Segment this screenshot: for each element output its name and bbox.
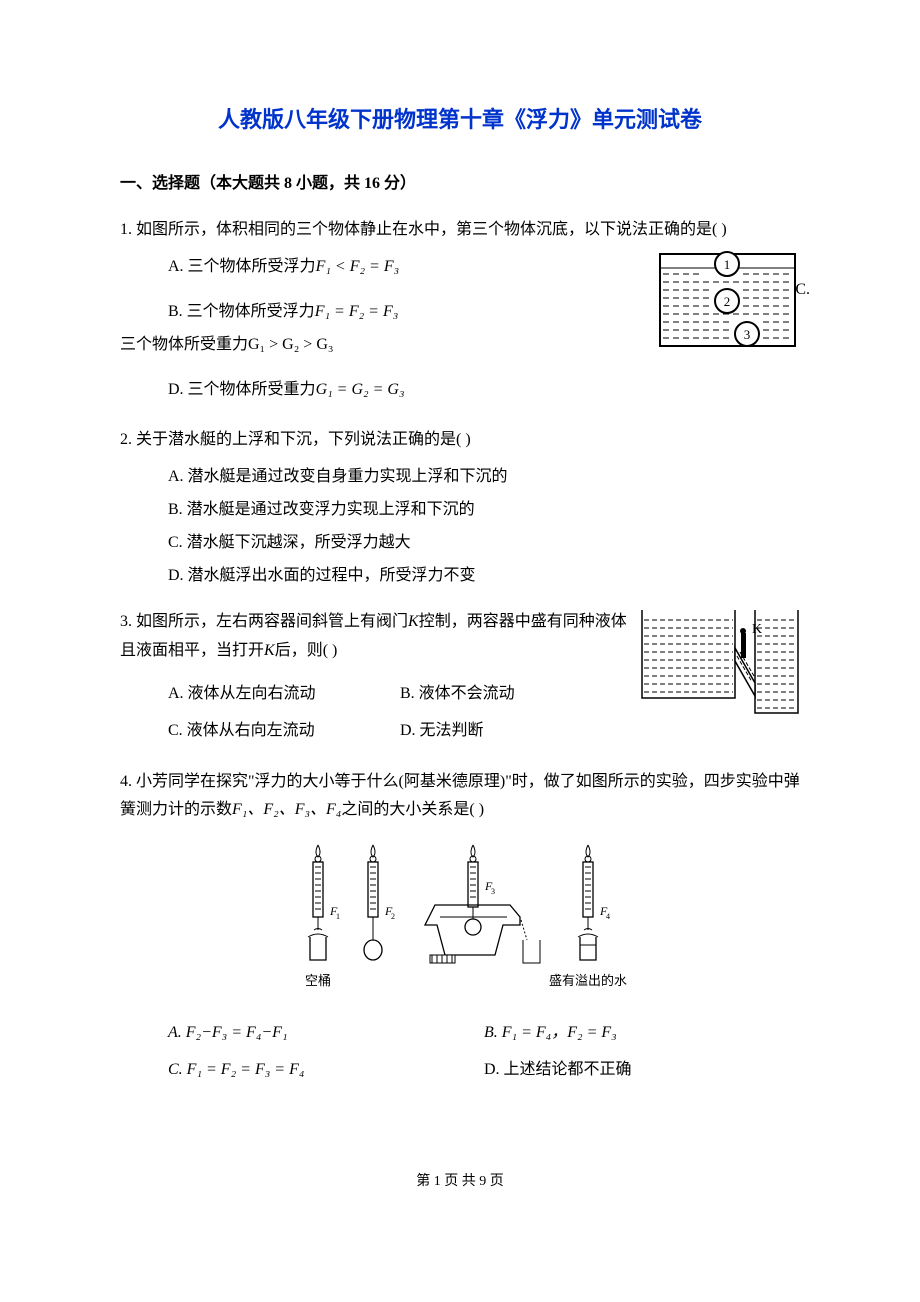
question-4: 4. 小芳同学在探究"浮力的大小等于什么(阿基米德原理)"时，做了如图所示的实验… [120, 768, 800, 1089]
q4-label-left: 空桶 [305, 973, 331, 988]
q1-stem: 1. 如图所示，体积相同的三个物体静止在水中，第三个物体沉底，以下说法正确的是(… [120, 216, 800, 245]
section-1-header: 一、选择题（本大题共 8 小题，共 16 分） [120, 170, 800, 199]
question-2: 2. 关于潜水艇的上浮和下沉，下列说法正确的是( ) A. 潜水艇是通过改变自身… [120, 426, 800, 590]
q3-stem-k2: K [264, 642, 275, 659]
q3-stem-p3: 后，则( ) [275, 642, 338, 659]
q4-figure: F 1 空桶 F 2 [120, 840, 800, 1000]
q4-option-c: C. F₁ = F₂ = F₃ = F₄ [168, 1056, 484, 1085]
q1-optD-text: D. 三个物体所受重力 [168, 381, 316, 398]
svg-text:2: 2 [391, 912, 395, 921]
question-1: 1 2 3 1. 如图所示，体积相同的三个物体静止在水中，第三个物体沉底，以下说… [120, 216, 800, 408]
q2-option-b: B. 潜水艇是通过改变浮力实现上浮和下沉的 [168, 496, 800, 525]
q2-stem: 2. 关于潜水艇的上浮和下沉，下列说法正确的是( ) [120, 426, 800, 455]
page-footer: 第 1 页 共 9 页 [120, 1169, 800, 1194]
q1-optA-text: A. 三个物体所受浮力 [168, 258, 316, 275]
svg-text:1: 1 [724, 257, 731, 272]
q3-stem-p1: 3. 如图所示，左右两容器间斜管上有阀门 [120, 613, 408, 630]
q3-figure: K [640, 608, 800, 718]
q1-option-d: D. 三个物体所受重力G₁ = G₂ = G₃ [168, 376, 800, 405]
q2-option-d: D. 潜水艇浮出水面的过程中，所受浮力不变 [168, 562, 800, 591]
q2-option-c: C. 潜水艇下沉越深，所受浮力越大 [168, 529, 800, 558]
svg-text:4: 4 [606, 912, 610, 921]
q4-stem: 4. 小芳同学在探究"浮力的大小等于什么(阿基米德原理)"时，做了如图所示的实验… [120, 768, 800, 826]
q3-stem-k: K [408, 613, 419, 630]
q4-option-b: B. F₁ = F₄，F₂ = F₃ [484, 1019, 800, 1048]
q1-optA-math: F₁ < F₂ = F₃ [316, 258, 400, 275]
q2-option-a: A. 潜水艇是通过改变自身重力实现上浮和下沉的 [168, 463, 800, 492]
q1-optB-math: F₁ = F₂ = F₃ [315, 303, 399, 320]
svg-text:1: 1 [336, 912, 340, 921]
q1-optC-tail: C. [795, 276, 810, 305]
page-title: 人教版八年级下册物理第十章《浮力》单元测试卷 [120, 100, 800, 140]
q4-option-a: A. F₂−F₃ = F₄−F₁ [168, 1019, 484, 1048]
q3-option-d: D. 无法判断 [400, 717, 632, 746]
q4-stem-f: F₁、F₂、F₃、F₄ [232, 801, 341, 818]
k-label: K [752, 622, 762, 637]
q1-optB-text: B. 三个物体所受浮力 [168, 303, 315, 320]
svg-text:3: 3 [744, 327, 751, 342]
svg-text:3: 3 [491, 887, 495, 896]
q3-option-c: C. 液体从右向左流动 [168, 717, 400, 746]
q4-stem-p2: 之间的大小关系是( ) [341, 801, 484, 818]
question-3: K 3. 如图所示，左右两容器间斜管上有阀门K控制，两容器中盛有同种液体且液面相… [120, 608, 800, 749]
q3-option-b: B. 液体不会流动 [400, 680, 632, 709]
q4-label-right: 盛有溢出的水 [549, 973, 627, 988]
q1-optD-math: G₁ = G₂ = G₃ [316, 381, 405, 398]
q4-option-d: D. 上述结论都不正确 [484, 1056, 800, 1085]
svg-text:2: 2 [724, 294, 731, 309]
q3-option-a: A. 液体从左向右流动 [168, 680, 400, 709]
q1-figure: 1 2 3 [655, 246, 800, 351]
